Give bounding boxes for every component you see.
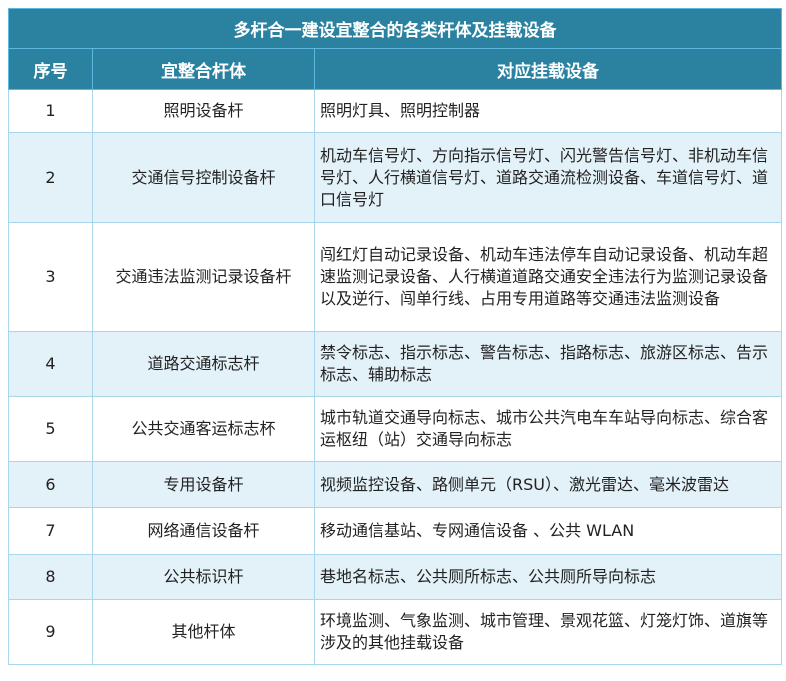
row-devices: 机动车信号灯、方向指示信号灯、闪光警告信号灯、非机动车信号灯、人行横道信号灯、道… — [314, 132, 782, 223]
row-pole: 网络通信设备杆 — [92, 507, 315, 555]
row-devices: 照明灯具、照明控制器 — [314, 89, 782, 133]
row-devices: 巷地名标志、公共厕所标志、公共厕所导向标志 — [314, 554, 782, 600]
row-number: 9 — [8, 599, 93, 665]
row-number: 4 — [8, 331, 93, 397]
row-devices: 禁令标志、指示标志、警告标志、指路标志、旅游区标志、告示标志、辅助标志 — [314, 331, 782, 397]
row-number: 1 — [8, 89, 93, 133]
table-row: 5 公共交通客运标志杯 城市轨道交通导向标志、城市公共汽电车车站导向标志、综合客运枢… — [8, 396, 782, 462]
row-number: 2 — [8, 132, 93, 223]
row-pole: 公共标识杆 — [92, 554, 315, 600]
row-number: 6 — [8, 461, 93, 508]
row-number: 8 — [8, 554, 93, 600]
table-row: 2 交通信号控制设备杆 机动车信号灯、方向指示信号灯、闪光警告信号灯、非机动车信号灯… — [8, 132, 782, 223]
table-row: 8 公共标识杆 巷地名标志、公共厕所标志、公共厕所导向标志 — [8, 554, 782, 600]
row-number: 5 — [8, 396, 93, 462]
table-row: 9 其他杆体 环境监测、气象监测、城市管理、景观花篮、灯笼灯饰、道旗等涉及的其他挂载… — [8, 599, 782, 665]
header-pole: 宜整合杆体 — [92, 48, 315, 90]
row-devices: 闯红灯自动记录设备、机动车违法停车自动记录设备、机动车超速监测记录设备、人行横道… — [314, 222, 782, 332]
row-devices: 移动通信基站、专网通信设备 、公共 WLAN — [314, 507, 782, 555]
table-row: 7 网络通信设备杆 移动通信基站、专网通信设备 、公共 WLAN — [8, 507, 782, 555]
row-devices: 视频监控设备、路侧单元（RSU）、激光雷达、毫米波雷达 — [314, 461, 782, 508]
row-number: 7 — [8, 507, 93, 555]
table-row: 4 道路交通标志杆 禁令标志、指示标志、警告标志、指路标志、旅游区标志、告示标志、辅… — [8, 331, 782, 397]
table-row: 1 照明设备杆 照明灯具、照明控制器 — [8, 89, 782, 133]
header-number: 序号 — [8, 48, 93, 90]
row-devices: 环境监测、气象监测、城市管理、景观花篮、灯笼灯饰、道旗等涉及的其他挂载设备 — [314, 599, 782, 665]
row-pole: 交通违法监测记录设备杆 — [92, 222, 315, 332]
row-pole: 公共交通客运标志杯 — [92, 396, 315, 462]
table-row: 3 交通违法监测记录设备杆 闯红灯自动记录设备、机动车违法停车自动记录设备、机动车超… — [8, 222, 782, 332]
row-pole: 其他杆体 — [92, 599, 315, 665]
table-title: 多杆合一建设宜整合的各类杆体及挂载设备 — [8, 8, 782, 49]
row-pole: 照明设备杆 — [92, 89, 315, 133]
pole-equipment-table: 多杆合一建设宜整合的各类杆体及挂载设备 序号 宜整合杆体 对应挂载设备 1 照明设… — [8, 8, 782, 665]
row-number: 3 — [8, 222, 93, 332]
row-devices: 城市轨道交通导向标志、城市公共汽电车车站导向标志、综合客运枢纽（站）交通导向标志 — [314, 396, 782, 462]
row-pole: 交通信号控制设备杆 — [92, 132, 315, 223]
row-pole: 道路交通标志杆 — [92, 331, 315, 397]
header-devices: 对应挂载设备 — [314, 48, 782, 90]
row-pole: 专用设备杆 — [92, 461, 315, 508]
table-row: 6 专用设备杆 视频监控设备、路侧单元（RSU）、激光雷达、毫米波雷达 — [8, 461, 782, 508]
